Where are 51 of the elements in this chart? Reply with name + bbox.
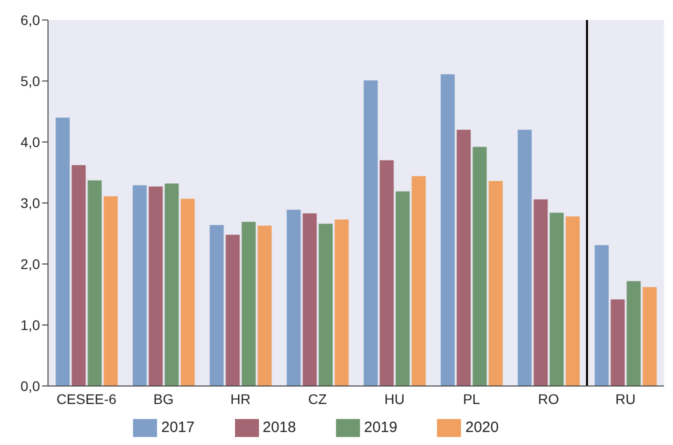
bar	[164, 183, 179, 386]
bar	[318, 224, 333, 386]
legend-label: 2020	[465, 418, 499, 436]
bar	[594, 245, 609, 386]
bar	[56, 118, 70, 386]
y-tick-label: 6,0	[20, 12, 40, 28]
x-tick-label: HR	[230, 390, 251, 407]
bar	[286, 210, 301, 386]
bar	[610, 299, 625, 386]
y-tick-label: 0,0	[20, 378, 40, 394]
x-tick-label: CESEE-6	[56, 390, 117, 407]
y-tick-label: 4,0	[20, 134, 40, 150]
bar	[72, 165, 86, 386]
legend-label: 2017	[161, 418, 195, 436]
bar	[210, 224, 224, 386]
bar	[626, 281, 641, 386]
bar	[440, 74, 455, 386]
bar	[380, 160, 394, 386]
bar	[488, 181, 503, 386]
bar	[550, 212, 564, 386]
y-tick-label: 5,0	[20, 72, 40, 89]
bar	[364, 80, 378, 386]
bar	[334, 219, 349, 386]
bar	[472, 146, 487, 386]
x-tick-label: RO	[538, 390, 560, 407]
bar	[242, 222, 256, 386]
bar	[148, 186, 163, 386]
bar	[258, 226, 272, 386]
bar	[226, 234, 240, 386]
y-tick-label: 3,0	[20, 194, 40, 211]
bar	[566, 216, 580, 386]
legend-label: 2019	[364, 418, 398, 436]
y-tick-label: 1,0	[20, 316, 40, 333]
bar	[88, 180, 102, 386]
bar	[132, 185, 147, 386]
x-tick-label: CZ	[308, 390, 328, 407]
x-tick-label: RU	[615, 390, 636, 407]
bar	[396, 191, 410, 386]
x-tick-label: BG	[153, 390, 174, 407]
bar	[180, 198, 195, 386]
y-tick-label: 2,0	[20, 256, 40, 272]
legend-label: 2018	[262, 418, 296, 436]
bar	[104, 196, 118, 386]
bar	[302, 213, 317, 386]
x-tick-label: PL	[462, 390, 480, 407]
x-tick-label: HU	[384, 390, 405, 407]
bar	[412, 176, 426, 386]
bar	[534, 199, 548, 386]
bar	[518, 130, 532, 386]
bar	[456, 130, 471, 386]
bar	[642, 287, 657, 386]
